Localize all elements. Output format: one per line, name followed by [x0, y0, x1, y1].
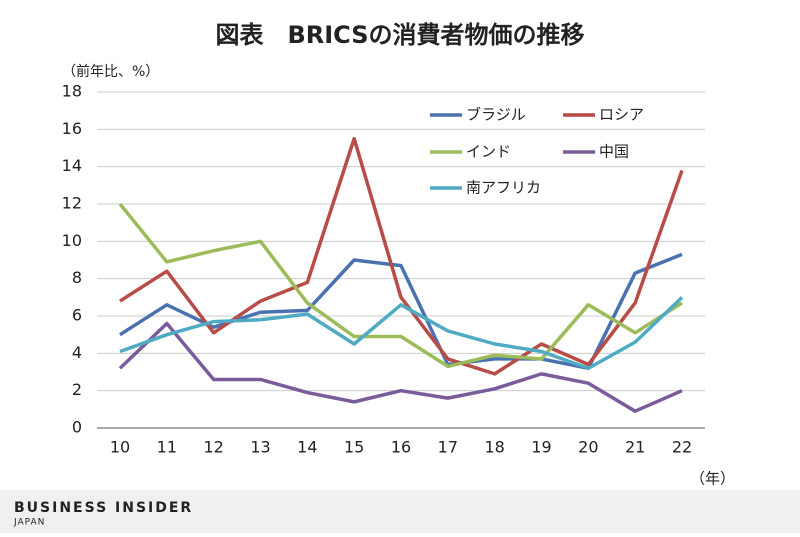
- x-tick-label: 10: [110, 438, 130, 457]
- series-line: [118, 321, 683, 413]
- y-tick-label: 0: [72, 418, 82, 437]
- y-tick-label: 2: [72, 380, 82, 399]
- y-tick-label: 16: [62, 119, 82, 138]
- x-tick-label: 12: [203, 438, 223, 457]
- x-tick-label: 20: [578, 438, 598, 457]
- y-tick-label: 8: [72, 268, 82, 287]
- y-tick-label: 4: [72, 343, 82, 362]
- legend-label: ロシア: [599, 106, 644, 124]
- x-tick-label: 17: [438, 438, 458, 457]
- legend-label: 南アフリカ: [466, 179, 541, 197]
- legend-label: 中国: [599, 143, 629, 161]
- x-tick-label: 14: [297, 438, 317, 457]
- series-line: [119, 296, 684, 371]
- x-tick-label: 19: [531, 438, 551, 457]
- y-tick-label: 10: [62, 231, 82, 250]
- series-line: [119, 136, 684, 376]
- x-tick-label: 15: [344, 438, 364, 457]
- x-tick-label: 16: [391, 438, 411, 457]
- x-tick-label: 21: [625, 438, 645, 457]
- x-tick-label: 11: [157, 438, 177, 457]
- y-axis-label: （前年比、%）: [62, 63, 159, 80]
- y-tick-label: 14: [62, 156, 82, 175]
- series-line: [118, 202, 683, 369]
- x-tick-label: 13: [250, 438, 270, 457]
- y-tick-label: 6: [72, 306, 82, 325]
- source-logo: BUSINESS INSIDER: [14, 500, 193, 516]
- legend-label: ブラジル: [466, 106, 526, 124]
- footer-band: [0, 490, 800, 533]
- y-tick-label: 18: [62, 82, 82, 101]
- y-tick-label: 12: [62, 194, 82, 213]
- legend-label: インド: [466, 143, 511, 161]
- source-logo-sub: JAPAN: [13, 518, 45, 528]
- x-tick-label: 22: [672, 438, 692, 457]
- x-tick-label: 18: [484, 438, 504, 457]
- x-axis-label: （年）: [690, 470, 735, 488]
- chart-title: 図表 BRICSの消費者物価の推移: [215, 21, 584, 49]
